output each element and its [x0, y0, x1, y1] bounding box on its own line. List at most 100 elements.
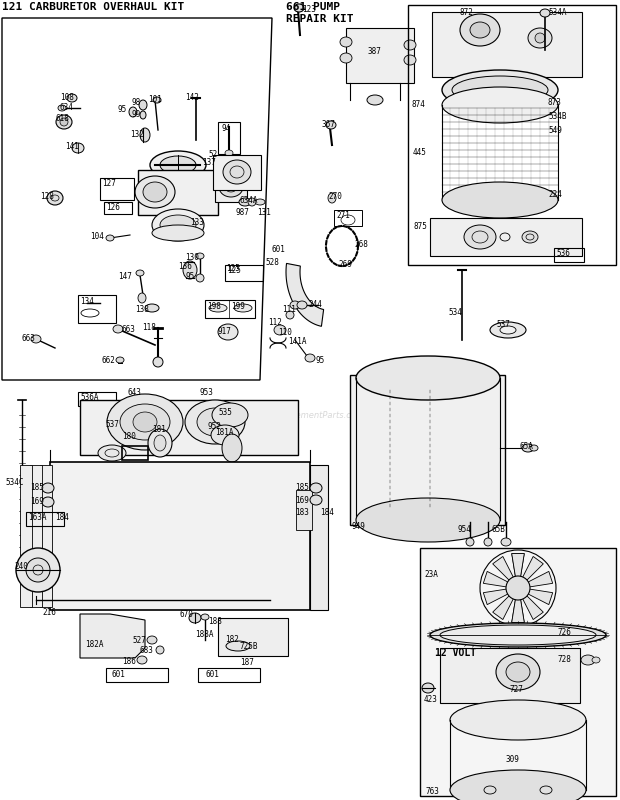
Ellipse shape: [356, 356, 500, 400]
Text: 126: 126: [106, 203, 120, 212]
Ellipse shape: [592, 657, 600, 663]
Text: 268: 268: [354, 240, 368, 249]
Text: 873: 873: [548, 98, 562, 107]
Ellipse shape: [490, 322, 526, 338]
Text: 725B: 725B: [240, 642, 259, 651]
Text: 108: 108: [60, 93, 74, 102]
Ellipse shape: [367, 95, 383, 105]
Text: 949: 949: [352, 522, 366, 531]
Ellipse shape: [116, 357, 124, 363]
Text: 95: 95: [186, 272, 195, 281]
Text: 110: 110: [278, 328, 292, 337]
Ellipse shape: [452, 76, 548, 104]
Ellipse shape: [290, 301, 300, 309]
Ellipse shape: [297, 301, 307, 309]
Text: 65A: 65A: [520, 442, 534, 451]
Polygon shape: [512, 554, 525, 580]
Ellipse shape: [239, 198, 251, 206]
Text: 99: 99: [132, 110, 141, 119]
Text: 12 VOLT: 12 VOLT: [435, 648, 476, 658]
Ellipse shape: [154, 435, 166, 451]
Text: 94: 94: [221, 124, 231, 133]
Ellipse shape: [540, 9, 550, 17]
Text: 184: 184: [320, 508, 334, 517]
Ellipse shape: [442, 87, 558, 123]
Ellipse shape: [328, 193, 336, 203]
FancyBboxPatch shape: [346, 28, 414, 83]
Text: 663: 663: [22, 334, 36, 343]
Text: 133: 133: [190, 218, 204, 227]
Text: 549: 549: [548, 126, 562, 135]
Text: 527: 527: [132, 636, 146, 645]
Ellipse shape: [183, 261, 197, 279]
Ellipse shape: [42, 483, 54, 493]
Text: 186: 186: [122, 657, 136, 666]
Ellipse shape: [153, 357, 163, 367]
Ellipse shape: [120, 404, 170, 440]
Ellipse shape: [310, 495, 322, 505]
Text: 163A: 163A: [28, 513, 46, 522]
Ellipse shape: [196, 274, 204, 282]
Text: 601: 601: [272, 245, 286, 254]
Ellipse shape: [16, 548, 60, 592]
Text: 952: 952: [208, 422, 222, 431]
Text: 661 PUMP
REPAIR KIT: 661 PUMP REPAIR KIT: [286, 2, 353, 23]
Text: 728: 728: [558, 655, 572, 664]
Text: 137: 137: [202, 158, 216, 167]
Ellipse shape: [143, 182, 167, 202]
Ellipse shape: [450, 700, 586, 740]
Polygon shape: [512, 596, 525, 622]
Ellipse shape: [234, 304, 252, 312]
Polygon shape: [525, 571, 552, 587]
Ellipse shape: [47, 191, 63, 205]
Ellipse shape: [522, 231, 538, 243]
FancyBboxPatch shape: [440, 648, 580, 703]
Text: 271: 271: [336, 211, 350, 220]
Text: 423: 423: [424, 695, 438, 704]
Text: 134: 134: [80, 297, 94, 306]
Text: 169: 169: [295, 496, 309, 505]
Text: 270: 270: [328, 192, 342, 201]
Text: 535: 535: [218, 408, 232, 417]
Polygon shape: [286, 263, 324, 326]
Ellipse shape: [219, 177, 243, 197]
Ellipse shape: [255, 199, 265, 205]
Text: 127: 127: [102, 179, 116, 188]
Text: 121 CARBURETOR OVERHAUL KIT: 121 CARBURETOR OVERHAUL KIT: [2, 2, 184, 12]
FancyBboxPatch shape: [420, 548, 616, 796]
Ellipse shape: [113, 325, 123, 333]
Text: 726: 726: [558, 628, 572, 637]
Text: 141: 141: [65, 142, 79, 151]
FancyBboxPatch shape: [50, 462, 310, 610]
Ellipse shape: [152, 225, 204, 241]
Text: 763: 763: [425, 787, 439, 796]
Text: 183: 183: [295, 508, 309, 517]
Text: 634: 634: [60, 103, 74, 112]
Text: 188A: 188A: [195, 630, 213, 639]
FancyBboxPatch shape: [218, 618, 288, 656]
Text: 216: 216: [42, 608, 56, 617]
Ellipse shape: [326, 121, 336, 129]
Ellipse shape: [67, 94, 77, 102]
Text: 188: 188: [208, 617, 222, 626]
FancyBboxPatch shape: [296, 490, 312, 530]
Text: 95: 95: [316, 356, 326, 365]
Ellipse shape: [440, 625, 596, 645]
Polygon shape: [484, 571, 512, 587]
Ellipse shape: [209, 304, 227, 312]
Text: 536A: 536A: [80, 393, 99, 402]
Ellipse shape: [305, 354, 315, 362]
FancyBboxPatch shape: [350, 375, 505, 525]
Ellipse shape: [197, 408, 233, 436]
Ellipse shape: [60, 118, 68, 126]
Polygon shape: [512, 554, 525, 580]
Ellipse shape: [496, 654, 540, 690]
FancyBboxPatch shape: [213, 155, 261, 190]
Text: 536: 536: [556, 249, 570, 258]
Text: 95: 95: [118, 105, 127, 114]
Text: 875: 875: [413, 222, 427, 231]
Ellipse shape: [470, 22, 490, 38]
Text: 104: 104: [90, 232, 104, 241]
Polygon shape: [80, 614, 145, 658]
Ellipse shape: [450, 770, 586, 800]
